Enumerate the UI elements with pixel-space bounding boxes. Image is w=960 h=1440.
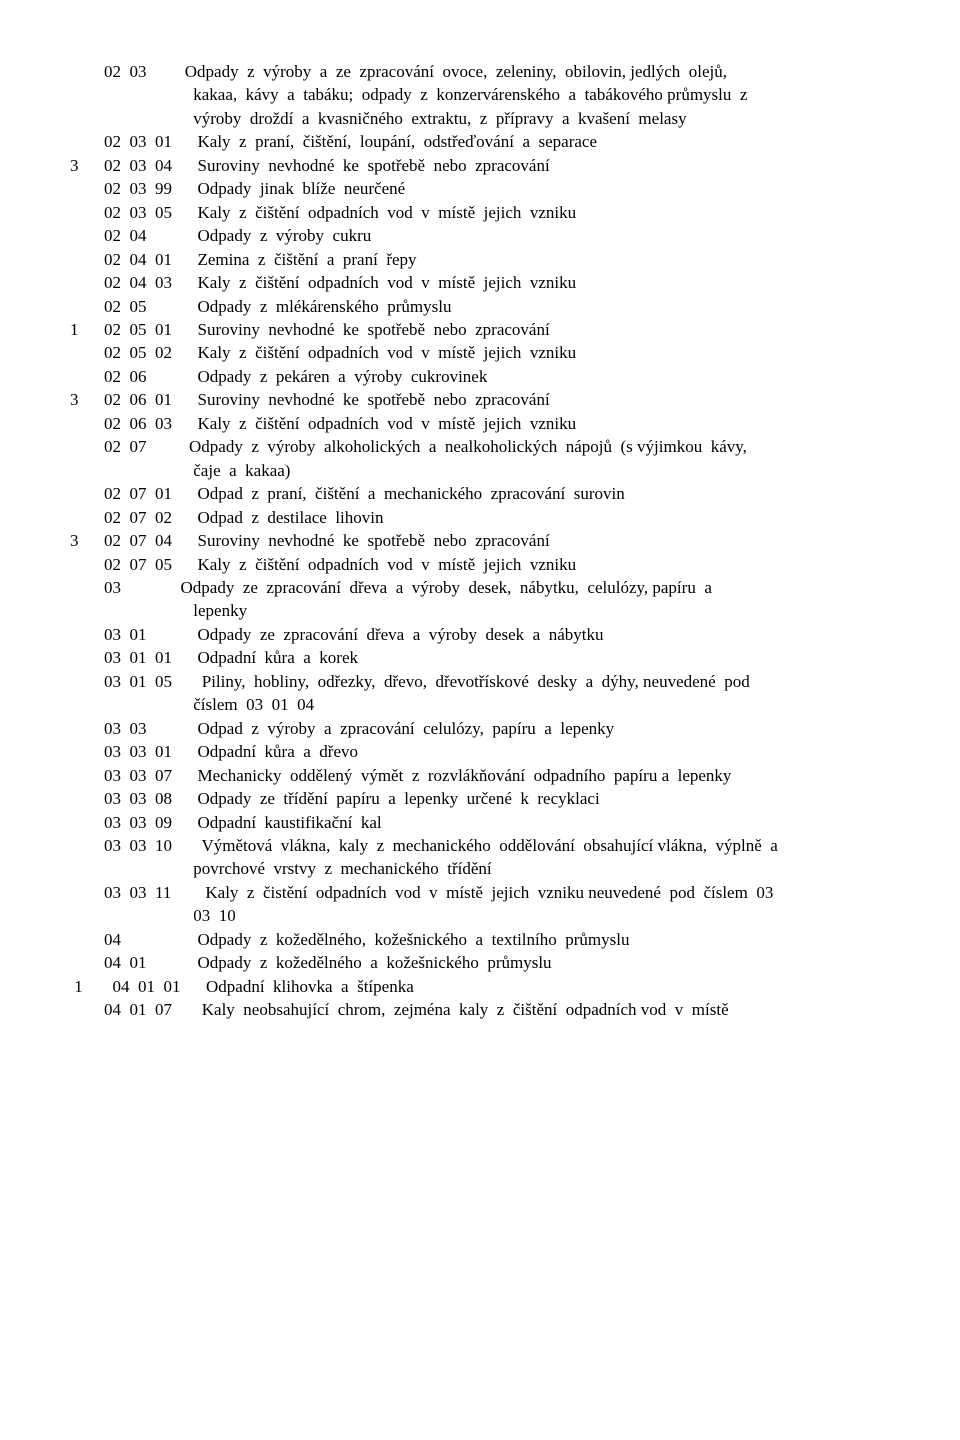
document-line: čaje a kakaa): [70, 459, 890, 482]
document-line: 02 04 Odpady z výroby cukru: [70, 224, 890, 247]
document-line: 03 01 01 Odpadní kůra a korek: [70, 646, 890, 669]
document-line: 03 03 08 Odpady ze třídění papíru a lepe…: [70, 787, 890, 810]
document-line: 04 01 07 Kaly neobsahující chrom, zejmén…: [70, 998, 890, 1021]
document-line: 02 05 Odpady z mlékárenského průmyslu: [70, 295, 890, 318]
document-line: 3 02 06 01 Suroviny nevhodné ke spotřebě…: [70, 388, 890, 411]
waste-codes-document: 02 03 Odpady z výroby a ze zpracování ov…: [70, 60, 890, 1022]
document-line: 02 07 02 Odpad z destilace lihovin: [70, 506, 890, 529]
document-line: 02 03 Odpady z výroby a ze zpracování ov…: [70, 60, 890, 83]
document-line: 02 07 05 Kaly z čištění odpadních vod v …: [70, 553, 890, 576]
document-line: 02 03 99 Odpady jinak blíže neurčené: [70, 177, 890, 200]
document-line: 02 06 Odpady z pekáren a výroby cukrovin…: [70, 365, 890, 388]
document-line: 02 05 02 Kaly z čištění odpadních vod v …: [70, 341, 890, 364]
document-line: kakaa, kávy a tabáku; odpady z konzervár…: [70, 83, 890, 106]
document-line: 02 06 03 Kaly z čištění odpadních vod v …: [70, 412, 890, 435]
document-line: 02 04 03 Kaly z čištění odpadních vod v …: [70, 271, 890, 294]
document-line: 03 01 05 Piliny, hobliny, odřezky, dřevo…: [70, 670, 890, 693]
document-line: 03 Odpady ze zpracování dřeva a výroby d…: [70, 576, 890, 599]
document-line: povrchové vrstvy z mechanického třídění: [70, 857, 890, 880]
document-line: 1 02 05 01 Suroviny nevhodné ke spotřebě…: [70, 318, 890, 341]
document-line: lepenky: [70, 599, 890, 622]
document-line: 3 02 03 04 Suroviny nevhodné ke spotřebě…: [70, 154, 890, 177]
document-line: 02 03 05 Kaly z čištění odpadních vod v …: [70, 201, 890, 224]
document-line: 03 10: [70, 904, 890, 927]
document-line: 02 07 01 Odpad z praní, čištění a mechan…: [70, 482, 890, 505]
document-line: výroby droždí a kvasničného extraktu, z …: [70, 107, 890, 130]
document-line: 04 01 Odpady z kožedělného a kožešnickéh…: [70, 951, 890, 974]
document-line: 1 04 01 01 Odpadní klihovka a štípenka: [70, 975, 890, 998]
document-line: 04 Odpady z kožedělného, kožešnického a …: [70, 928, 890, 951]
document-line: 03 01 Odpady ze zpracování dřeva a výrob…: [70, 623, 890, 646]
document-line: 03 03 11 Kaly z čistění odpadních vod v …: [70, 881, 890, 904]
document-line: 03 03 Odpad z výroby a zpracování celuló…: [70, 717, 890, 740]
document-line: 03 03 01 Odpadní kůra a dřevo: [70, 740, 890, 763]
document-line: 03 03 07 Mechanicky oddělený výmět z roz…: [70, 764, 890, 787]
document-line: 03 03 09 Odpadní kaustifikační kal: [70, 811, 890, 834]
document-line: 02 07 Odpady z výroby alkoholických a ne…: [70, 435, 890, 458]
document-line: 03 03 10 Výmětová vlákna, kaly z mechani…: [70, 834, 890, 857]
document-line: číslem 03 01 04: [70, 693, 890, 716]
document-line: 02 04 01 Zemina z čištění a praní řepy: [70, 248, 890, 271]
document-line: 3 02 07 04 Suroviny nevhodné ke spotřebě…: [70, 529, 890, 552]
document-line: 02 03 01 Kaly z praní, čištění, loupání,…: [70, 130, 890, 153]
